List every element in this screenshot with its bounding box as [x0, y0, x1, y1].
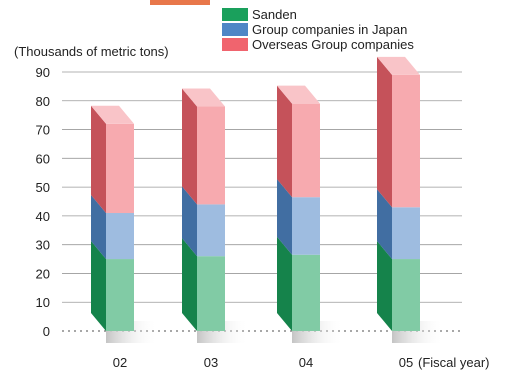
bar-side: [277, 179, 292, 255]
bar-side: [91, 105, 106, 214]
legend-swatch: [222, 8, 248, 21]
bars: [91, 56, 444, 343]
y-tick-label: 20: [36, 266, 50, 281]
bar-side: [91, 195, 106, 260]
x-axis-label: (Fiscal year): [418, 355, 490, 370]
x-tick-label: 05: [399, 355, 413, 370]
bar-side: [182, 186, 197, 257]
bar-segment: [392, 259, 420, 331]
y-tick-label: 30: [36, 238, 50, 253]
x-tick-label: 04: [299, 355, 313, 370]
legend-label: Overseas Group companies: [252, 37, 414, 52]
bar-top: [182, 88, 225, 107]
x-axis-labels: 02 03 04 05: [113, 355, 413, 370]
bar-side: [277, 236, 292, 331]
bar-segment: [106, 259, 134, 331]
legend-label: Group companies in Japan: [252, 22, 407, 37]
bar-segment: [392, 74, 420, 208]
legend-swatch: [222, 23, 248, 36]
y-tick-label: 60: [36, 151, 50, 166]
y-tick-label: 50: [36, 180, 50, 195]
y-tick-label: 0: [43, 324, 50, 339]
bar-segment: [106, 123, 134, 214]
legend-swatch: [222, 38, 248, 51]
x-tick-label: 02: [113, 355, 127, 370]
bar-segment: [106, 213, 134, 260]
bar-segment: [197, 204, 225, 257]
bar-segment: [292, 254, 320, 331]
bar-segment: [292, 197, 320, 255]
bar-side: [377, 241, 392, 331]
bar-top: [377, 56, 420, 75]
bar-side: [377, 189, 392, 260]
y-tick-label: 70: [36, 123, 50, 138]
y-tick-label: 40: [36, 209, 50, 224]
bar-segment: [292, 103, 320, 198]
y-tick-label: 10: [36, 295, 50, 310]
legend-label: Sanden: [252, 7, 297, 22]
bar-side: [377, 56, 392, 208]
bar-top: [91, 105, 134, 124]
y-axis-label: (Thousands of metric tons): [14, 44, 169, 59]
bar-side: [182, 238, 197, 331]
bar-segment: [197, 106, 225, 205]
bar-side: [277, 85, 292, 198]
y-tick-label: 80: [36, 94, 50, 109]
bar-side: [91, 241, 106, 331]
bar-segment: [392, 207, 420, 260]
y-tick-label: 90: [36, 65, 50, 80]
bar-segment: [197, 256, 225, 331]
heading-fragment: [150, 0, 210, 5]
x-tick-label: 03: [204, 355, 218, 370]
bar-top: [277, 85, 320, 104]
bar-side: [182, 88, 197, 205]
